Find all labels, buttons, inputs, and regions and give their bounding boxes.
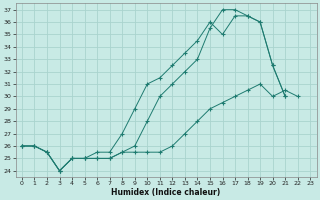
X-axis label: Humidex (Indice chaleur): Humidex (Indice chaleur) xyxy=(111,188,221,197)
